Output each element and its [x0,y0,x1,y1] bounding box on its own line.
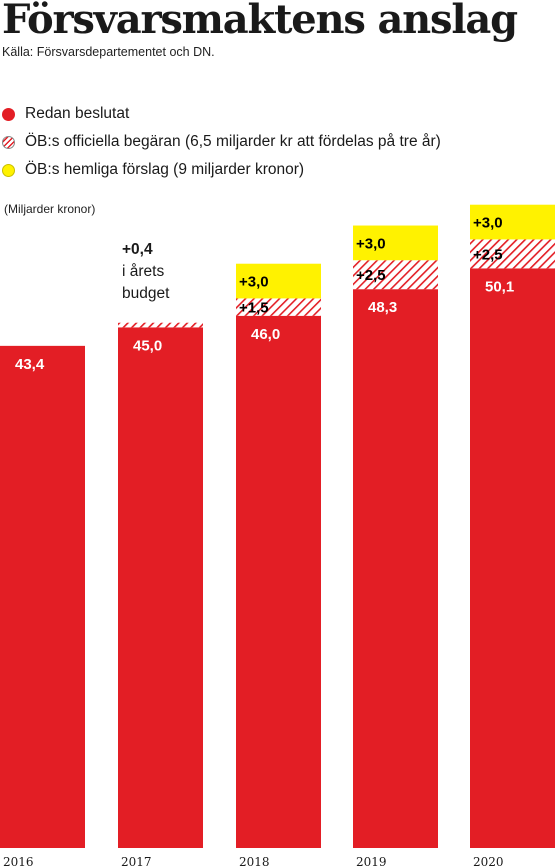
x-tick-2020: 2020 [473,855,504,868]
bar-segment-official-2019 [353,260,438,290]
x-tick-2019: 2019 [356,855,387,868]
legend-label-secret: ÖB:s hemliga förslag (9 miljarder kronor… [25,161,305,178]
source-note: Källa: Försvarsdepartementet och DN. [2,45,215,59]
legend-label-official: ÖB:s officiella begäran (6,5 miljarder k… [25,133,441,150]
bar-segment-decided-2017 [118,327,203,849]
bar-value-label-decided-2017: 45,0 [133,337,162,354]
bar-segment-secret-2020 [470,204,555,240]
x-tick-2016: 2016 [3,855,34,868]
annotation-2017-line-3: budget [122,285,170,302]
x-tick-2018: 2018 [239,855,270,868]
bar-segment-decided-2019 [353,289,438,848]
hatched-circle-icon [2,135,15,149]
legend-item-decided: Redan beslutat [2,100,441,128]
bar-value-label-decided-2016: 43,4 [15,356,45,373]
x-tick-2017: 2017 [121,855,152,868]
bar-value-label-official-2020: +2,5 [473,246,503,263]
chart-title: Försvarsmaktens anslag [2,0,518,43]
bar-value-label-decided-2019: 48,3 [368,299,397,316]
legend-item-secret: ÖB:s hemliga förslag (9 miljarder kronor… [2,156,441,184]
legend: Redan beslutat ÖB:s officiella begäran (… [2,100,441,184]
legend-item-official: ÖB:s officiella begäran (6,5 miljarder k… [2,128,441,156]
bar-value-label-official-2018: +1,5 [239,300,269,317]
bar-value-label-secret-2019: +3,0 [356,235,386,252]
annotation-2017-line-1: +0,4 [122,241,153,258]
bar-segment-decided-2020 [470,268,555,848]
annotation-2017-line-2: i årets [122,263,164,280]
legend-label-decided: Redan beslutat [25,105,130,122]
bar-segment-decided-2018 [236,315,321,848]
unit-label: (Miljarder kronor) [4,202,96,216]
bar-segment-secret-2018 [236,263,321,299]
bar-segment-official-2017 [118,322,203,328]
bar-value-label-secret-2018: +3,0 [239,274,269,291]
bar-segment-secret-2019 [353,225,438,261]
bar-segment-official-2018 [236,298,321,316]
red-circle-icon [2,107,15,121]
bar-value-label-decided-2020: 50,1 [485,278,514,295]
bar-value-label-official-2019: +2,5 [356,267,386,284]
bar-segment-official-2020 [470,239,555,269]
bar-segment-decided-2016 [0,345,85,848]
bar-value-label-decided-2018: 46,0 [251,326,280,343]
yellow-circle-icon [2,163,15,177]
bar-value-label-secret-2020: +3,0 [473,215,503,232]
